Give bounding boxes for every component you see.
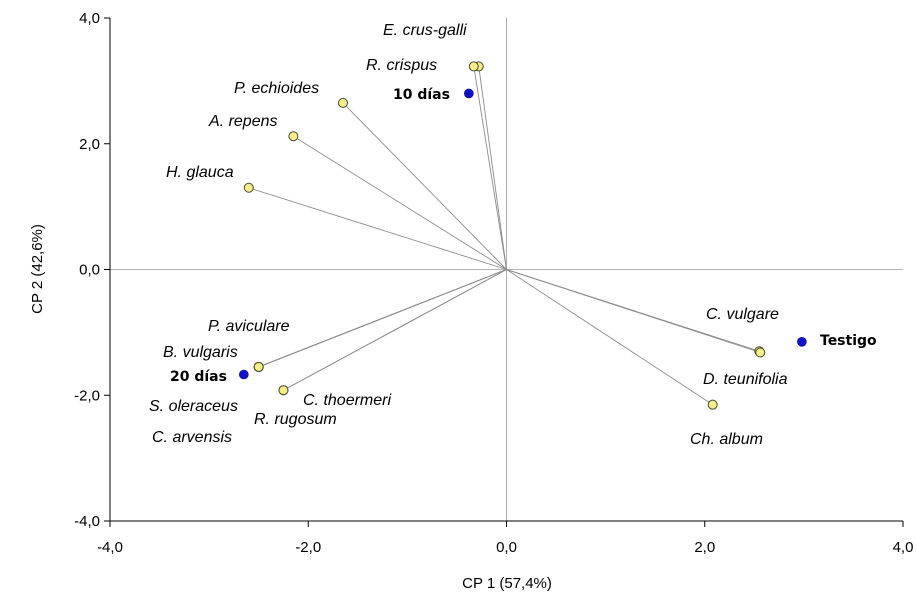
vector-ch-album xyxy=(506,269,713,406)
species-point-ch-album xyxy=(707,399,718,410)
species-label-b-vulgaris: B. vulgaris xyxy=(163,344,238,361)
species-point-p-echioides xyxy=(337,97,348,108)
y-tick-label: 0,0 xyxy=(79,262,100,279)
species-label-r-rugosum: R. rugosum xyxy=(254,411,337,428)
vector-a-repens xyxy=(293,135,507,270)
treatment-point-20-d-as xyxy=(239,369,249,380)
species-point-r-crispus xyxy=(468,61,479,72)
vector-d-teunifolia xyxy=(506,269,761,353)
vector-r-rugosum xyxy=(283,269,507,391)
species-point-r-rugosum xyxy=(278,385,289,396)
vector-c-arvensis xyxy=(258,269,507,368)
y-tick-label: -2,0 xyxy=(74,387,100,404)
species-label-a-repens: A. repens xyxy=(208,113,277,130)
data-points xyxy=(239,61,807,410)
vector-h-glauca xyxy=(248,187,507,270)
y-tick-label: -4,0 xyxy=(74,513,100,530)
x-tick-label: -4,0 xyxy=(97,539,123,556)
point-labels: E. crus-galli R. crispus P. echioides A.… xyxy=(149,22,877,448)
species-label-c-arvensis: C. arvensis xyxy=(152,429,232,446)
vector-e-crus-galli xyxy=(478,66,507,270)
treatment-label-testigo: Testigo xyxy=(820,333,877,349)
species-label-c-vulgare: C. vulgare xyxy=(706,306,779,323)
species-vectors xyxy=(248,66,761,406)
vector-r-crispus xyxy=(473,66,507,270)
species-label-p-aviculare: P. aviculare xyxy=(208,318,290,335)
y-tick-label: 4,0 xyxy=(79,10,100,27)
species-label-e-crus-galli: E. crus-galli xyxy=(383,22,467,39)
x-axis-title: CP 1 (57,4%) xyxy=(462,575,552,592)
species-label-h-glauca: H. glauca xyxy=(166,164,234,181)
species-point-d-teunifolia xyxy=(755,347,766,358)
species-point-h-glauca xyxy=(243,182,254,193)
species-label-r-crispus: R. crispus xyxy=(366,57,437,74)
treatment-label-20-dias: 20 días xyxy=(170,369,227,385)
y-axis-title: CP 2 (42,6%) xyxy=(29,224,46,314)
species-label-s-oleraceus: S. oleraceus xyxy=(149,398,238,415)
y-tick-label: 2,0 xyxy=(79,136,100,153)
species-label-c-thoermeri: C. thoermeri xyxy=(303,392,391,409)
x-tick-label: 0,0 xyxy=(496,539,517,556)
treatment-point-testigo xyxy=(797,337,807,347)
treatment-point-10-d-as xyxy=(464,88,474,99)
species-label-d-teunifolia: D. teunifolia xyxy=(703,371,788,388)
vector-p-echioides xyxy=(342,102,507,270)
species-point-c-arvensis xyxy=(253,361,264,372)
x-tick-label: 4,0 xyxy=(893,539,914,556)
x-tick-label: 2,0 xyxy=(694,539,715,556)
species-label-ch-album: Ch. album xyxy=(690,431,763,448)
treatment-label-10-dias: 10 días xyxy=(393,87,450,103)
x-tick-label: -2,0 xyxy=(295,539,321,556)
species-label-p-echioides: P. echioides xyxy=(234,80,319,97)
axis-ticks: -4,0 -2,0 0,0 2,0 4,0 -4,0 -2,0 0,0 2,0 4,0 xyxy=(74,10,913,556)
species-point-a-repens xyxy=(288,131,299,142)
